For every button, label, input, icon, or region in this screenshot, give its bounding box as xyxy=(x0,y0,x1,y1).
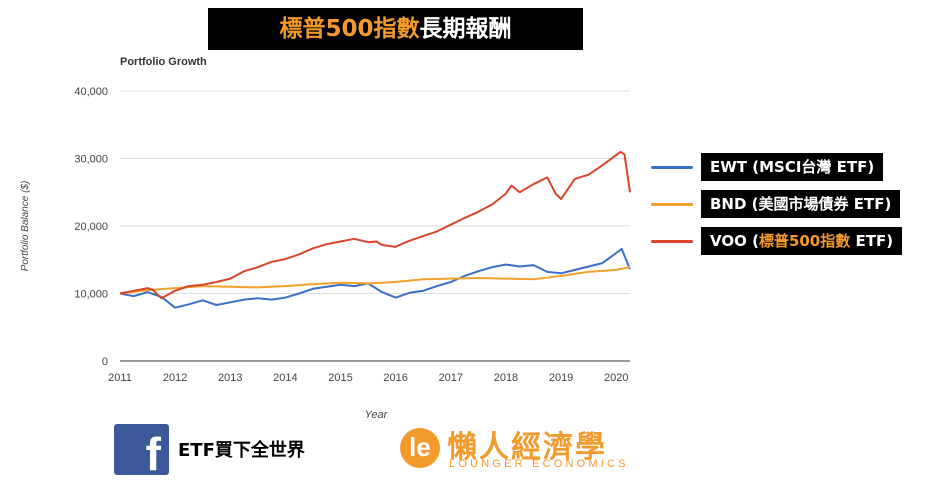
legend-voo-prefix: VOO ( xyxy=(710,232,759,250)
chart-title: Portfolio Growth xyxy=(120,56,207,68)
y-axis-label: Portfolio Balance ($) xyxy=(20,181,31,272)
x-tick-label: 2016 xyxy=(383,372,407,384)
legend-bnd-text: BND (美國市場債券 ETF) xyxy=(710,195,892,213)
x-axis-label: Year xyxy=(365,409,389,421)
x-tick-label: 2011 xyxy=(108,372,132,384)
legend-line-voo xyxy=(651,239,693,243)
y-tick-label: 30,000 xyxy=(74,154,108,166)
series-line-voo xyxy=(119,150,631,300)
x-tick-label: 2013 xyxy=(218,372,242,384)
x-tick-label: 2018 xyxy=(494,372,518,384)
x-tick-label: 2014 xyxy=(273,372,297,384)
series-line-ewt xyxy=(119,247,631,309)
banner-title: 標普500指數長期報酬 xyxy=(208,8,583,50)
legend-item-voo: VOO (標普500指數 ETF) xyxy=(651,227,903,255)
facebook-icon[interactable]: f xyxy=(114,424,169,480)
legend-label-voo: VOO (標普500指數 ETF) xyxy=(701,227,903,255)
y-tick-label: 40,000 xyxy=(74,86,108,98)
legend-label-bnd: BND (美國市場債券 ETF) xyxy=(701,190,901,218)
legend-ewt-text: EWT (MSCI台灣 ETF) xyxy=(710,158,875,176)
x-tick-label: 2019 xyxy=(549,372,573,384)
brand-name-cn: 懶人經濟學 xyxy=(447,430,607,465)
x-tick-label: 2017 xyxy=(439,372,463,384)
legend-label-ewt: EWT (MSCI台灣 ETF) xyxy=(701,153,884,181)
facebook-page-label[interactable]: ETF買下全世界 xyxy=(178,440,305,461)
brand-logo-icon: le xyxy=(400,428,440,468)
facebook-icon-letter: f xyxy=(145,428,161,480)
brand-name-en: LOUNGER ECONOMICS xyxy=(449,458,629,470)
legend-line-bnd xyxy=(651,202,693,206)
x-tick-label: 2020 xyxy=(604,372,628,384)
x-tick-label: 2015 xyxy=(328,372,352,384)
legend-item-bnd: BND (美國市場債券 ETF) xyxy=(651,190,901,218)
banner-rest: 長期報酬 xyxy=(419,16,512,42)
y-tick-label: 0 xyxy=(102,356,108,368)
legend-voo-highlight: 標普500指數 xyxy=(758,232,851,250)
x-tick-label: 2012 xyxy=(163,372,187,384)
y-tick-label: 20,000 xyxy=(74,221,108,233)
legend-item-ewt: EWT (MSCI台灣 ETF) xyxy=(651,153,884,181)
series-line-bnd xyxy=(119,266,631,295)
legend-voo-suffix: ETF) xyxy=(850,232,894,250)
y-tick-label: 10,000 xyxy=(74,289,108,301)
banner-highlight: 標普500指數 xyxy=(279,16,420,42)
legend-line-ewt xyxy=(651,165,693,169)
